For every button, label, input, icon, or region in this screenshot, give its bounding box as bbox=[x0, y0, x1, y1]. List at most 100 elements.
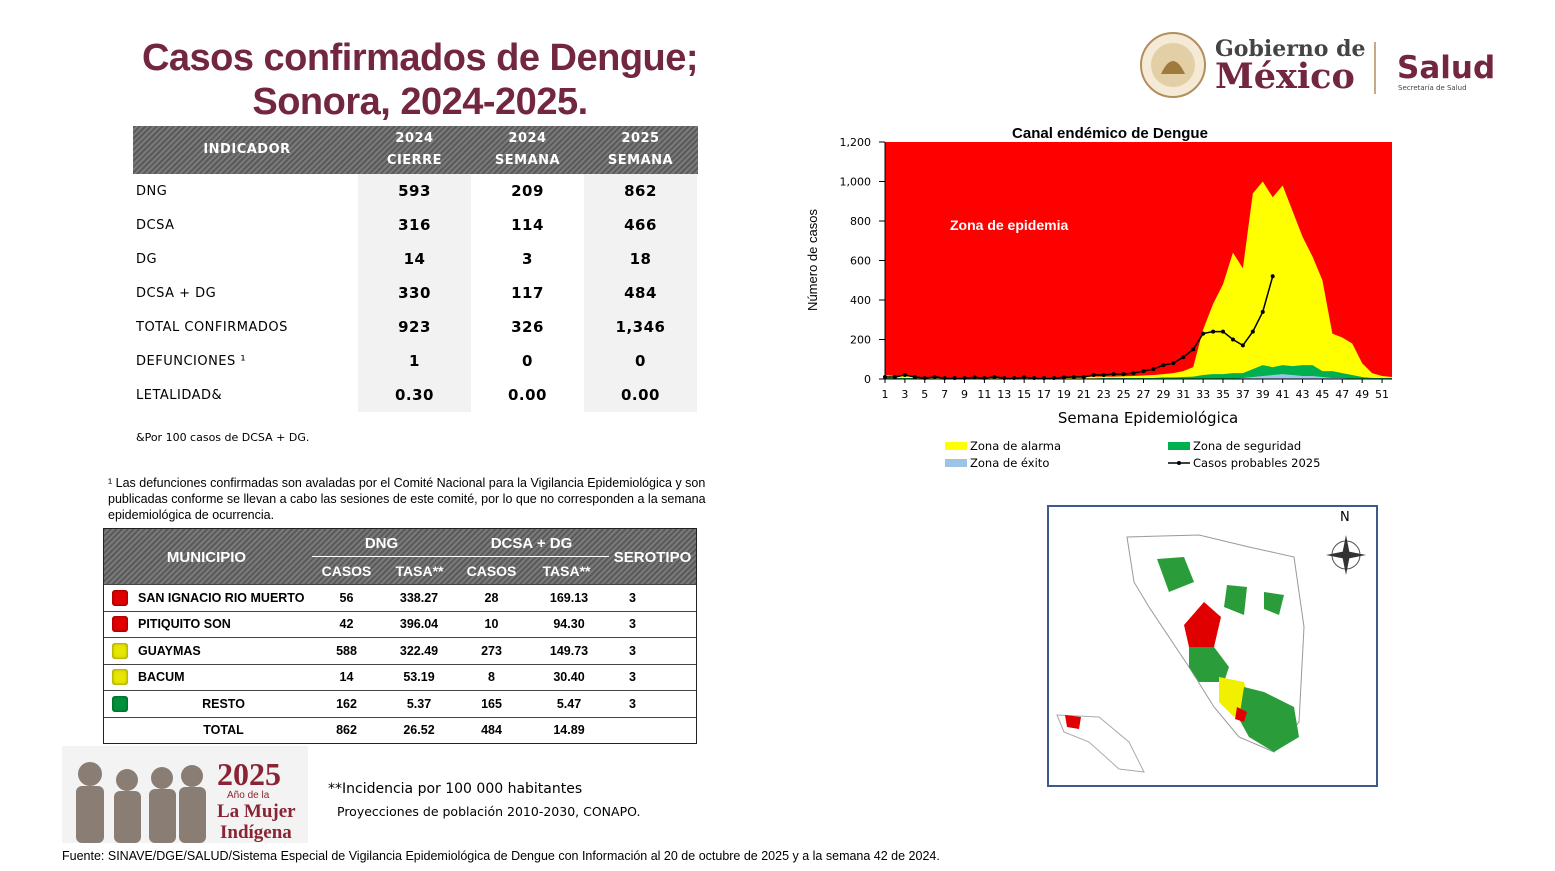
title: Casos confirmados de Dengue; Sonora, 202… bbox=[141, 37, 699, 123]
badge-figures bbox=[76, 762, 206, 843]
point bbox=[1240, 343, 1245, 348]
cell-value: 862 bbox=[336, 723, 357, 738]
map: N bbox=[1047, 505, 1378, 787]
column-header: 2024 CIERRE bbox=[386, 131, 443, 168]
point bbox=[1121, 372, 1126, 377]
logo-gobierno: Gobierno de bbox=[1215, 36, 1366, 62]
north-label: N bbox=[1340, 510, 1350, 525]
cell-value: 162 bbox=[336, 696, 357, 711]
row-label: DCSA + DG bbox=[136, 285, 217, 301]
cell-value: 273 bbox=[481, 643, 502, 658]
cell-value: 1,346 bbox=[584, 310, 697, 344]
legend-swatch bbox=[945, 459, 967, 467]
cell-value: 94.30 bbox=[553, 617, 585, 632]
column-header: INDICADOR bbox=[203, 142, 291, 157]
cell-value: 484 bbox=[584, 276, 697, 310]
cell-value: 0 bbox=[584, 344, 697, 378]
point bbox=[972, 375, 977, 380]
table-row: DG 14 3 18 bbox=[133, 242, 698, 276]
area bbox=[885, 181, 1392, 379]
y-tick-label: 0 bbox=[864, 373, 871, 386]
row-label: LETALIDAD& bbox=[136, 387, 223, 403]
x-tick-label: 1 bbox=[882, 388, 889, 401]
y-tick-label: 200 bbox=[850, 334, 871, 347]
table-row: RESTO 162 5.37 165 5.47 3 bbox=[104, 690, 696, 717]
x-tick-label: 51 bbox=[1375, 388, 1389, 401]
cell-value: 53.19 bbox=[403, 670, 435, 685]
point bbox=[1071, 375, 1076, 380]
cell-value: 28 bbox=[484, 590, 499, 605]
table-header: MUNICIPIO DNG DCSA + DG SEROTIPO CASOS TASA**… bbox=[104, 529, 696, 584]
cell-value: 3 bbox=[471, 242, 584, 276]
cell-value: 30.40 bbox=[553, 670, 585, 685]
cell-value: 14 bbox=[339, 670, 354, 685]
cell-value: 862 bbox=[584, 174, 697, 208]
point bbox=[1061, 375, 1066, 380]
table-row: LETALIDAD& 0.30 0.00 0.00 bbox=[133, 378, 698, 412]
point bbox=[1171, 361, 1176, 366]
table-row: GUAYMAS 588 322.49 273 149.73 3 bbox=[104, 637, 696, 664]
x-tick-label: 47 bbox=[1335, 388, 1349, 401]
y-tick-label: 1,200 bbox=[840, 136, 872, 149]
point bbox=[1141, 369, 1146, 374]
cell-value: 18 bbox=[584, 242, 697, 276]
sub-header: TASA** bbox=[395, 563, 444, 579]
cell-value: 3 bbox=[629, 617, 636, 632]
point bbox=[932, 375, 937, 380]
cell-value: 117 bbox=[471, 276, 584, 310]
indicator-table: INDICADOR 2024 CIERRE 2024 SEMANA 2025 SEMA… bbox=[133, 126, 698, 412]
point bbox=[1151, 367, 1156, 372]
cell-value: 326 bbox=[471, 310, 584, 344]
column-header: SEROTIPO bbox=[613, 549, 692, 566]
cell-value: 923 bbox=[358, 310, 471, 344]
cell-value: 593 bbox=[358, 174, 471, 208]
x-tick-label: 39 bbox=[1256, 388, 1270, 401]
x-tick-label: 7 bbox=[941, 388, 948, 401]
table-row: TOTAL 862 26.52 484 14.89 bbox=[104, 716, 696, 744]
chart-title: Canal endémico de Dengue bbox=[1012, 125, 1208, 142]
table-header: INDICADOR 2024 CIERRE 2024 SEMANA 2025 SEMA… bbox=[133, 126, 698, 174]
x-tick-label: 17 bbox=[1037, 388, 1051, 401]
area bbox=[885, 365, 1392, 379]
badge-year: 2025 bbox=[217, 756, 281, 792]
cell-value: 56 bbox=[339, 590, 354, 605]
point bbox=[1201, 331, 1206, 336]
cell-value: 169.13 bbox=[549, 590, 589, 605]
x-tick-label: 45 bbox=[1315, 388, 1329, 401]
cell-value: 3 bbox=[629, 670, 636, 685]
column-header: 2024 SEMANA bbox=[494, 131, 561, 168]
table-row: BACUM 14 53.19 8 30.40 3 bbox=[104, 663, 696, 691]
y-tick-label: 1,000 bbox=[840, 176, 872, 189]
cell-value: 0.30 bbox=[358, 378, 471, 412]
x-tick-label: 11 bbox=[977, 388, 991, 401]
cell-value: 0 bbox=[471, 344, 584, 378]
table-note: &Por 100 casos de DCSA + DG. bbox=[136, 431, 310, 444]
logo-salud: Salud bbox=[1397, 50, 1495, 86]
cell-value: 0.00 bbox=[471, 378, 584, 412]
table-row: SAN IGNACIO RIO MUERTO 56 338.27 28 169.13 3 bbox=[104, 584, 696, 611]
legend-label: Casos probables 2025 bbox=[1193, 456, 1320, 470]
logo-secretaria: Secretaría de Salud bbox=[1398, 84, 1467, 92]
sub-header: CASOS bbox=[321, 563, 372, 579]
table-row: DCSA + DG 330 117 484 bbox=[133, 276, 698, 310]
x-tick-label: 33 bbox=[1196, 388, 1210, 401]
cell-value: 14 bbox=[358, 242, 471, 276]
cell-value: 484 bbox=[481, 723, 502, 738]
x-tick-label: 37 bbox=[1236, 388, 1250, 401]
map-drawing: N bbox=[1056, 510, 1366, 773]
point bbox=[1101, 373, 1106, 378]
point bbox=[1221, 329, 1225, 334]
point bbox=[892, 375, 897, 380]
line bbox=[885, 276, 1274, 379]
x-axis-label: Semana Epidemiológica bbox=[1058, 409, 1238, 427]
badge-line2: La Mujer bbox=[217, 801, 296, 822]
table-row: DNG 593 209 862 bbox=[133, 174, 698, 208]
cell-value: 14.89 bbox=[553, 723, 585, 738]
cell-value: 114 bbox=[471, 208, 584, 242]
badge-line1: Año de la bbox=[227, 790, 270, 801]
legend-label: Zona de alarma bbox=[970, 439, 1061, 453]
legend-swatch bbox=[1168, 442, 1190, 450]
row-label: DEFUNCIONES ¹ bbox=[136, 353, 247, 369]
x-tick-label: 27 bbox=[1136, 388, 1150, 401]
x-tick-label: 29 bbox=[1156, 388, 1170, 401]
